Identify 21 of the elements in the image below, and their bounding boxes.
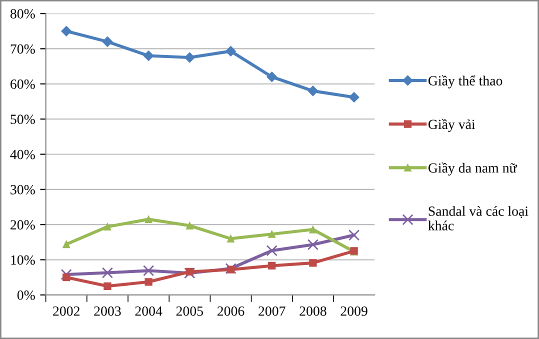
y-tick-label: 70%	[10, 44, 35, 54]
y-tick-label: 60%	[10, 79, 35, 89]
legend-label: Giầy thể thao	[428, 75, 502, 88]
x-tick-label: 2004	[135, 306, 162, 316]
x-tick-label: 2007	[258, 306, 286, 316]
y-tick-label: 0%	[17, 290, 35, 300]
legend-label: Giầy vải	[428, 118, 476, 132]
y-tick-label: 80%	[10, 9, 35, 19]
x-tick-label: 2008	[300, 306, 326, 316]
legend-label: Giầy da nam nữ	[428, 162, 518, 176]
x-tick-label: 2005	[176, 306, 204, 316]
y-tick-label: 20%	[10, 220, 35, 230]
y-tick-label: 40%	[10, 150, 35, 160]
y-tick-label: 30%	[10, 185, 35, 194]
x-tick-label: 2002	[53, 306, 80, 316]
x-tick-label: 2003	[94, 306, 121, 316]
x-tick-label: 2006	[217, 306, 244, 316]
y-tick-label: 10%	[11, 255, 35, 265]
y-tick-label: 50%	[10, 114, 35, 124]
x-tick-label: 2009	[340, 306, 368, 316]
legend-label: Sandal và các loại khác	[428, 206, 528, 230]
